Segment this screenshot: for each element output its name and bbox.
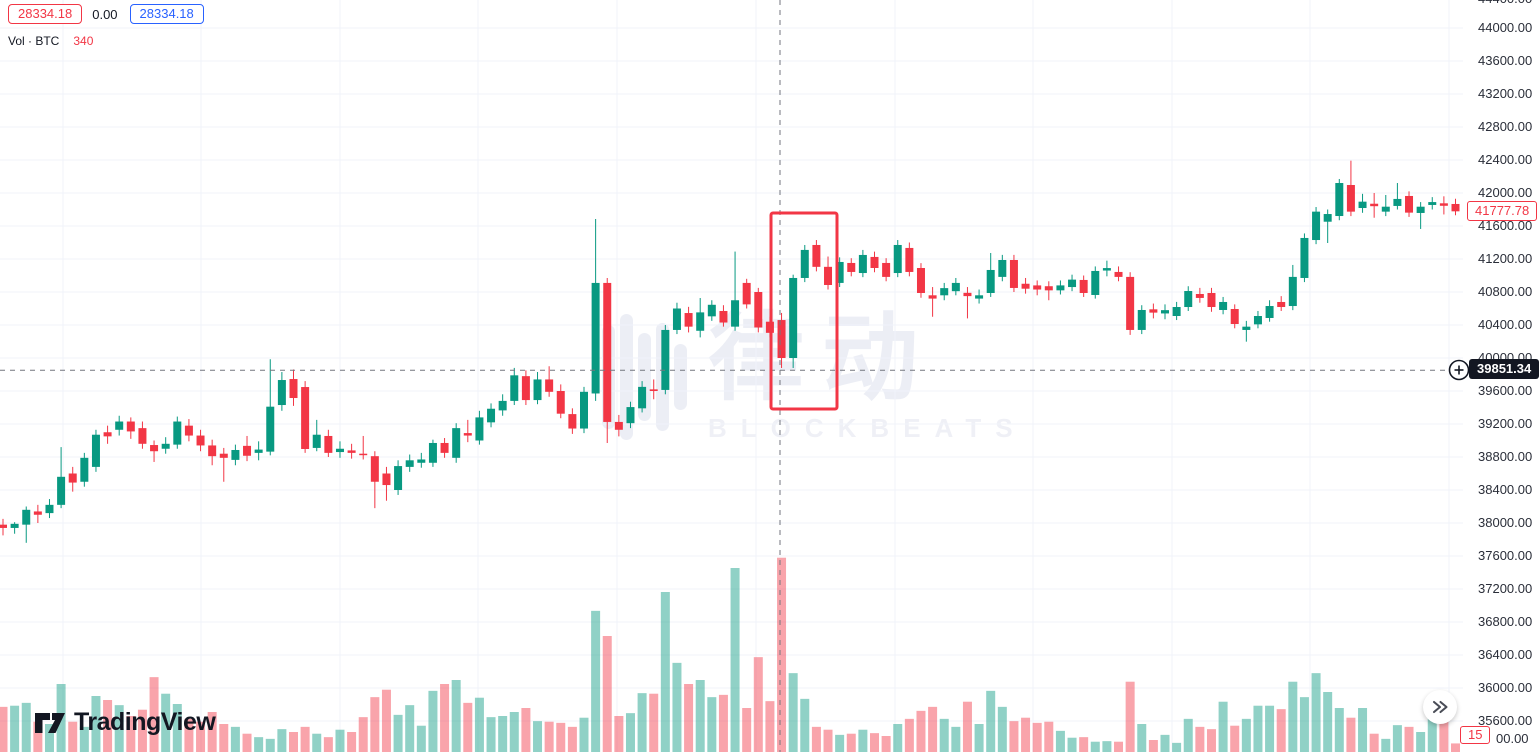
price-tick: 37600.00 — [1478, 548, 1533, 563]
price-tick: 40400.00 — [1478, 317, 1533, 332]
price-tick: 39200.00 — [1478, 416, 1533, 431]
tradingview-logo[interactable]: TradingView — [34, 708, 216, 737]
price-tick: 42000.00 — [1478, 185, 1533, 200]
volume-value-label: 15 — [1460, 726, 1491, 745]
price-tick-partial-bottom: 00.00 — [1496, 731, 1529, 746]
price-axis[interactable]: 44400.00 44000.00 43600.00 43200.00 42800.0… — [1448, 0, 1539, 752]
price-tick: 36400.00 — [1478, 647, 1533, 662]
tradingview-logo-text: TradingView — [74, 708, 216, 736]
volume-study-label: Vol · BTC — [8, 34, 60, 48]
price-tick: 42400.00 — [1478, 152, 1533, 167]
change-value: 0.00 — [92, 6, 118, 22]
price-tick: 36800.00 — [1478, 614, 1533, 629]
watermark-english-text: BLOCKBEATS — [708, 412, 1027, 443]
price-tick: 38800.00 — [1478, 449, 1533, 464]
price-tick: 43200.00 — [1478, 86, 1533, 101]
price-tick: 43600.00 — [1478, 53, 1533, 68]
price-tick: 42800.00 — [1478, 119, 1533, 134]
highlight-annotation-box[interactable] — [769, 211, 839, 411]
tradingview-logo-icon — [35, 712, 65, 733]
prev-close-badge: 28334.18 — [8, 4, 83, 24]
price-tick: 38000.00 — [1478, 515, 1533, 530]
legend: 28334.18 0.00 28334.18 Vol · BTC 340 — [8, 3, 204, 48]
double-chevron-right-icon — [1432, 700, 1448, 714]
price-tick: 37200.00 — [1478, 581, 1533, 596]
price-tick: 35600.00 — [1478, 713, 1533, 728]
price-tick: 39600.00 — [1478, 383, 1533, 398]
last-value-badge: 28334.18 — [129, 4, 204, 24]
scroll-right-button[interactable] — [1423, 690, 1457, 724]
last-price-label: 41777.78 — [1467, 201, 1538, 222]
crosshair-price-label: 39851.34 — [1469, 359, 1539, 380]
price-tick-partial-top: 44400.00 — [1478, 0, 1532, 6]
price-tick: 40800.00 — [1478, 284, 1533, 299]
add-alert-plus-icon[interactable] — [1448, 359, 1470, 381]
price-tick: 41600.00 — [1478, 218, 1533, 233]
price-tick: 41200.00 — [1478, 251, 1533, 266]
price-tick: 38400.00 — [1478, 482, 1533, 497]
price-tick: 44000.00 — [1478, 20, 1533, 35]
price-tick: 36000.00 — [1478, 680, 1533, 695]
volume-study-value: 340 — [73, 34, 94, 48]
